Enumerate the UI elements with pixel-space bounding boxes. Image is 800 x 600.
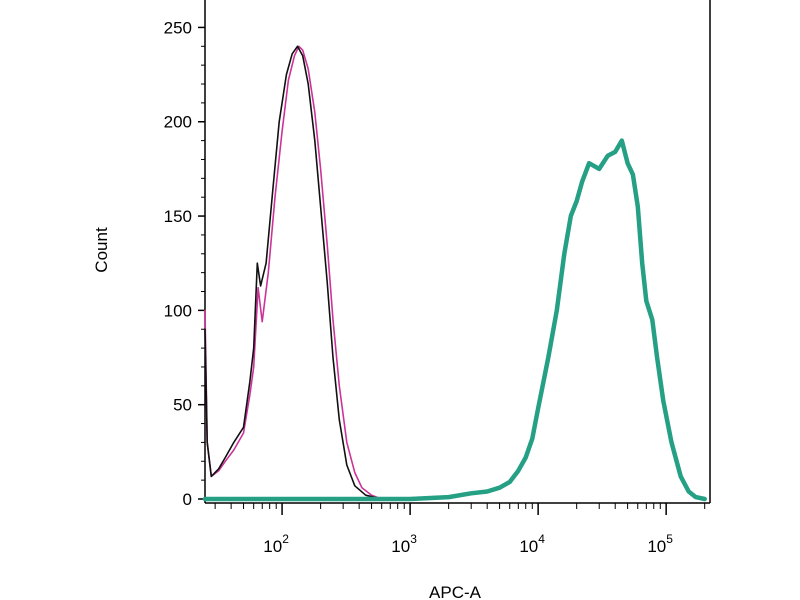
- y-tick-label: 0: [183, 490, 192, 509]
- y-tick-label: 50: [173, 396, 192, 415]
- plot-frame: [204, 0, 711, 504]
- x-tick-label: 102: [263, 532, 289, 556]
- y-tick-label: 200: [164, 113, 192, 132]
- x-axis-title: APC-A: [429, 583, 482, 600]
- x-tick-label: 105: [647, 532, 673, 556]
- series-layer: [202, 45, 707, 502]
- histogram-series-2: [204, 45, 399, 500]
- y-axis-title: Count: [92, 227, 111, 273]
- y-tick-label: 250: [164, 18, 192, 37]
- x-tick-label: 104: [519, 532, 545, 556]
- x-axis-ticks: 102 103 104 105: [214, 503, 706, 556]
- y-tick-label: 150: [164, 207, 192, 226]
- x-tick-label: 103: [391, 532, 417, 556]
- y-tick-label: 100: [164, 301, 192, 320]
- y-axis-ticks: 0 50 100 150 200 250: [164, 18, 205, 509]
- histogram-series-3: [202, 138, 707, 502]
- histogram-series-1: [204, 45, 399, 500]
